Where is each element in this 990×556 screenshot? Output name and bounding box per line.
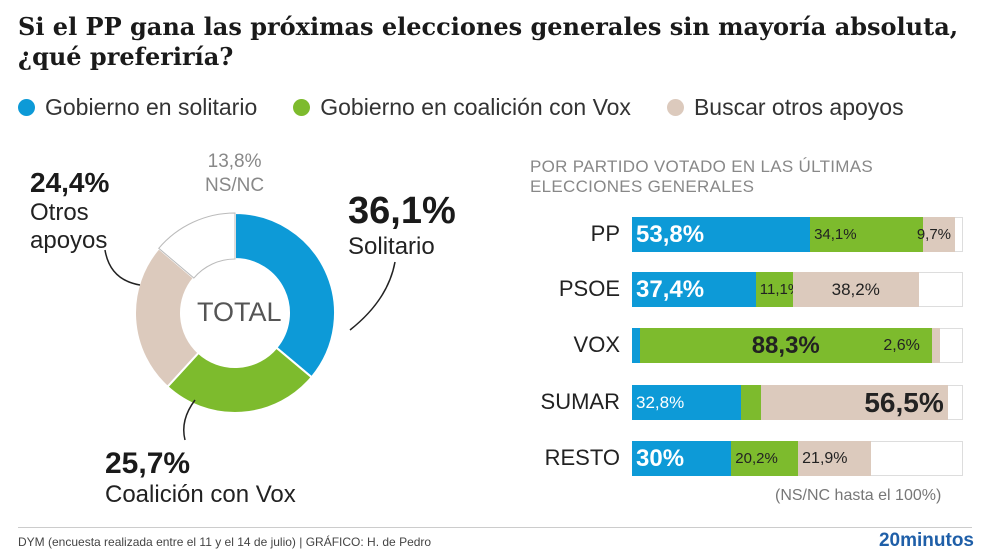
leader-line [104,249,141,286]
legend-swatch [666,99,684,116]
donut-chart [104,211,396,441]
legend-item-coalicion: Gobierno en coalición con Vox [293,94,631,121]
bar-segment [755,272,793,307]
bar-segment [922,217,956,252]
bar-segment [632,441,732,476]
legend-label: Buscar otros apoyos [693,94,904,120]
chart-title: Si el PP gana las próximas elecciones ge… [18,12,959,71]
bar-segment [632,385,741,420]
bar-segment [632,217,811,252]
bar-value-label: 37,4% [636,276,705,303]
donut-slice [134,246,200,389]
bar-segment [740,385,761,420]
slice-value: 24,4% [30,167,110,198]
bar-value-label: 20,2% [735,450,778,467]
bar-segment [632,328,640,363]
slice-value: 36,1% [348,190,456,232]
bar-value-label: 30% [636,445,685,472]
bar-value-label: 2,6% [883,337,920,354]
slice-name: Coalición con Vox [105,481,296,508]
legend-label: Gobierno en solitario [45,94,258,120]
legend-item-solitario: Gobierno en solitario [18,94,257,121]
footer-divider [18,527,972,528]
slice-name: NS/NC [205,175,265,196]
bar-chart-note: (NS/NC hasta el 100%) [775,487,942,504]
bar-value-label: 34,1% [814,226,857,243]
bar-value-label: 38,2% [831,280,880,299]
bar-category-label: SUMAR [540,389,620,414]
donut-slice [234,211,336,379]
slice-label-coalicion: 25,7% Coalición con Vox [105,447,296,509]
bar-segment [798,441,871,476]
source-text: DYM (encuesta realizada entre el 11 y el… [18,535,432,549]
bar-value-label: 56,5% [864,387,944,418]
slice-label-nsnc: 13,8% NS/NC [205,150,264,198]
donut-slice [158,212,236,279]
bar-segment [931,328,941,363]
legend-swatch [293,99,311,116]
bar-value-label: 88,3% [751,332,820,359]
bar-value-label: 21,9% [802,450,848,467]
bar-value-label: 9,7% [916,226,952,243]
slice-value: 13,8% [207,151,262,172]
donut-slice [166,346,314,414]
slice-name: Solitario [348,233,435,260]
legend-item-otros: Buscar otros apoyos [666,94,904,121]
legend-swatch [18,99,35,116]
bar-value-label: 11,1% [759,281,802,298]
leader-line [183,399,196,441]
donut-center-label: TOTAL [197,297,282,327]
slice-label-solitario: 36,1% Solitario [348,190,456,261]
slice-name: Otros apoyos [30,199,108,254]
slice-label-otros: 24,4% Otros apoyos [30,167,120,255]
legend-label: Gobierno en coalición con Vox [320,94,631,120]
bar-category-label: RESTO [544,445,620,470]
bar-segment [731,441,799,476]
slice-value: 25,7% [105,447,191,480]
bar-segment [632,272,756,307]
bar-segment [810,217,923,252]
bar-value-label: 53,8% [636,221,705,248]
bar-segment [792,272,919,307]
bar-segment [639,328,932,363]
bar-category-label: PP [590,221,620,246]
bar-segment [760,385,948,420]
bar-chart-subtitle: POR PARTIDO VOTADO EN LAS ÚLTIMAS ELECCI… [530,157,874,196]
legend: Gobierno en solitario Gobierno en coalic… [18,94,904,121]
bar-category-label: PSOE [558,276,620,301]
bar-value-label: 32,8% [636,393,685,412]
brand-logo: 20minutos [878,530,974,551]
leader-line [349,261,396,331]
bar-category-label: VOX [573,332,620,357]
